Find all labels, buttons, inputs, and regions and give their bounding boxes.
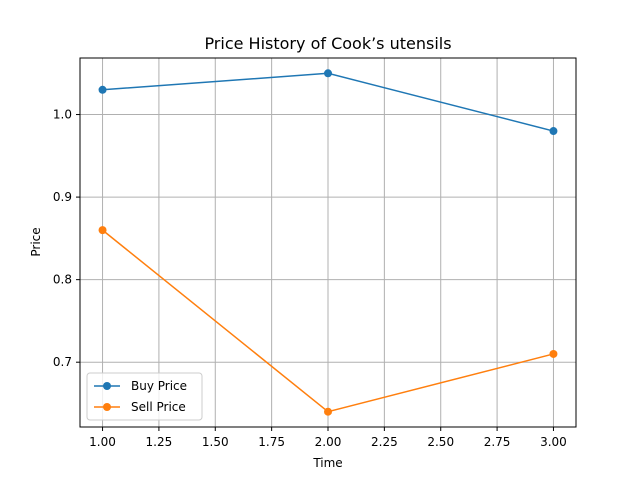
x-tick-label: 1.25 xyxy=(146,435,173,449)
y-axis-label: Price xyxy=(29,227,43,256)
grid-lines xyxy=(80,58,576,427)
sell-price-point xyxy=(324,407,332,416)
y-tick-label: 0.7 xyxy=(53,355,72,369)
y-axis: 0.7 0.8 0.9 1.0 xyxy=(53,108,80,369)
sell-price-point xyxy=(98,226,107,235)
buy-price-point xyxy=(549,127,558,136)
x-tick-label: 1.50 xyxy=(202,435,229,449)
buy-price-point xyxy=(324,69,332,78)
series-layer xyxy=(98,69,558,416)
legend-label-sell-price: Sell Price xyxy=(131,400,186,414)
legend: Buy Price Sell Price xyxy=(86,372,203,421)
buy-price-point xyxy=(98,85,107,94)
x-axis-label: Time xyxy=(312,456,342,470)
legend-marker-sell-price xyxy=(103,403,111,411)
legend-marker-buy-price xyxy=(103,382,111,390)
x-tick-label: 2.50 xyxy=(427,435,454,449)
legend-label-buy-price: Buy Price xyxy=(131,379,187,393)
legend-box xyxy=(86,372,203,421)
x-tick-label: 2.25 xyxy=(371,435,398,449)
x-tick-label: 3.00 xyxy=(540,435,567,449)
chart-title: Price History of Cook’s utensils xyxy=(204,34,451,53)
y-tick-label: 0.9 xyxy=(53,190,72,204)
sell-price-point xyxy=(549,349,558,358)
x-axis: 1.00 1.25 1.50 1.75 2.00 2.25 2.50 2.75 3.00 xyxy=(89,427,567,449)
x-tick-label: 1.00 xyxy=(89,435,116,449)
x-tick-label: 2.00 xyxy=(315,435,342,449)
x-tick-label: 2.75 xyxy=(484,435,511,449)
y-tick-label: 0.8 xyxy=(53,273,72,287)
y-tick-label: 1.0 xyxy=(53,108,72,122)
x-tick-label: 1.75 xyxy=(258,435,285,449)
